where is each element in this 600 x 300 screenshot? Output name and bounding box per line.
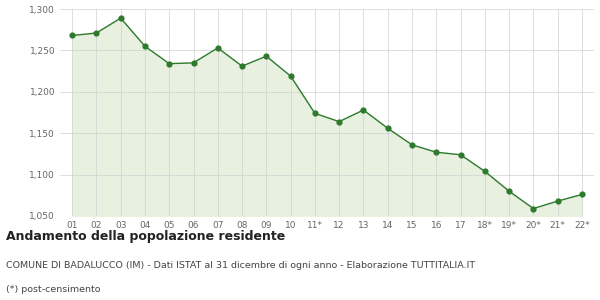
Point [504,189,514,194]
Point [480,169,490,174]
Point [407,142,417,147]
Point [213,46,223,50]
Text: COMUNE DI BADALUCCO (IM) - Dati ISTAT al 31 dicembre di ogni anno - Elaborazione: COMUNE DI BADALUCCO (IM) - Dati ISTAT al… [6,261,475,270]
Point [67,33,77,38]
Point [116,16,125,20]
Point [334,119,344,124]
Point [140,44,150,49]
Point [310,111,320,116]
Point [529,206,538,211]
Point [164,61,174,66]
Point [431,150,441,154]
Point [262,54,271,58]
Point [553,199,562,203]
Point [237,64,247,68]
Point [383,126,392,130]
Point [456,152,466,157]
Point [577,192,587,197]
Point [359,108,368,112]
Point [286,74,295,79]
Point [92,31,101,35]
Text: (*) post-censimento: (*) post-censimento [6,285,101,294]
Point [188,60,198,65]
Text: Andamento della popolazione residente: Andamento della popolazione residente [6,230,285,243]
